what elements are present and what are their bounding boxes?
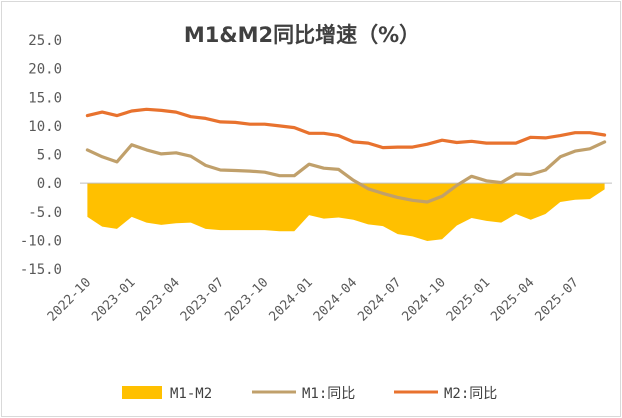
x-tick-label: 2025-01: [444, 275, 493, 324]
series-line-m2: [85, 107, 607, 150]
x-tick-label: 2024-04: [311, 275, 360, 324]
area-layer: [87, 183, 605, 241]
x-tick-label: 2023-10: [222, 275, 271, 324]
x-tick-label: 2024-01: [267, 275, 316, 324]
x-tick-label: 2023-07: [178, 275, 227, 324]
line-layer: [85, 107, 607, 204]
y-tick-label: 5.0: [37, 148, 62, 164]
y-tick-label: 25.0: [28, 33, 62, 49]
legend-label-m1: M1:同比: [302, 386, 355, 402]
legend: M1-M2 M1:同比 M2:同比: [122, 386, 497, 402]
chart-title: M1&M2同比增速（%）: [184, 23, 420, 47]
x-tick-label: 2025-07: [533, 275, 582, 324]
series-area-m1-m2: [87, 183, 605, 241]
y-tick-label: -10.0: [20, 233, 62, 249]
x-tick-label: 2025-04: [488, 275, 537, 324]
y-tick-label: 20.0: [28, 62, 62, 78]
x-tick-label: 2024-10: [400, 275, 449, 324]
x-tick-label: 2022-10: [45, 275, 94, 324]
y-axis: 25.0 20.0 15.0 10.0 5.0 0.0 -5.0 -10.0 -15.0: [20, 33, 62, 278]
x-axis: 2022-102023-012023-042023-072023-102024-…: [45, 275, 582, 324]
y-tick-label: 15.0: [28, 90, 62, 106]
x-tick-label: 2023-01: [89, 275, 138, 324]
y-tick-label: -5.0: [28, 205, 62, 221]
y-tick-label: 10.0: [28, 119, 62, 135]
y-tick-label: -15.0: [20, 262, 62, 278]
legend-swatch-m1-m2: [122, 386, 162, 399]
x-tick-label: 2023-04: [134, 275, 183, 324]
series-line-m1: [85, 140, 607, 204]
x-tick-label: 2024-07: [355, 275, 404, 324]
legend-label-m2: M2:同比: [444, 386, 497, 402]
legend-label-m1-m2: M1-M2: [170, 386, 212, 402]
y-tick-label: 0.0: [37, 176, 62, 192]
